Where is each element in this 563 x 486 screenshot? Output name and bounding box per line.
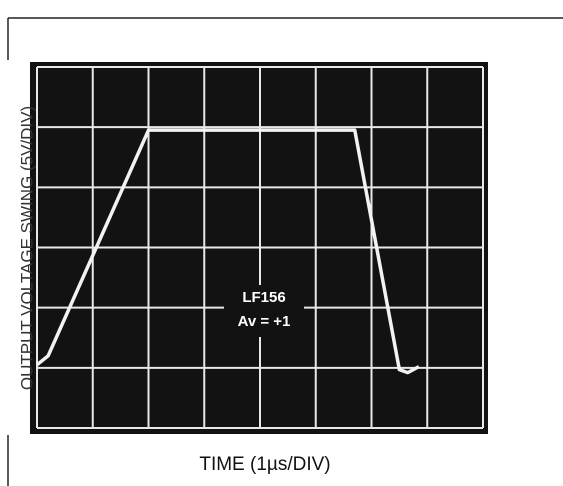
y-axis-label: OUTPUT VOLTAGE SWING (5V/DIV) — [17, 106, 36, 390]
body: {"chart_data": {"type": "line", "xlabel"… — [0, 0, 563, 486]
chart: LF156 Av = +1 TIME (1µs/DIV) OUTPUT VOLT… — [0, 0, 563, 486]
annotation: LF156 — [242, 289, 285, 306]
x-axis-label: TIME (1µs/DIV) — [199, 454, 330, 475]
annotation: Av = +1 — [238, 313, 291, 330]
page: body { margin: 0; background: #fff; font… — [0, 0, 563, 486]
